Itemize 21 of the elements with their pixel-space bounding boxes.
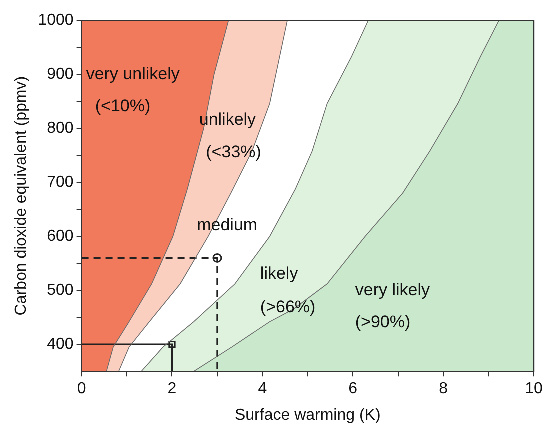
annotation: very unlikely xyxy=(86,64,180,84)
y-tick-label: 500 xyxy=(47,282,74,300)
annotation: unlikely xyxy=(199,110,257,130)
x-tick-label: 6 xyxy=(348,380,358,398)
y-tick-label: 400 xyxy=(47,336,74,354)
x-tick-label: 10 xyxy=(525,380,543,398)
x-tick-label: 4 xyxy=(258,380,268,398)
y-tick-label: 700 xyxy=(47,174,74,192)
y-tick-label: 1000 xyxy=(38,12,74,30)
annotation: (>90%) xyxy=(355,312,411,332)
x-tick-label: 0 xyxy=(77,380,86,398)
y-axis-title: Carbon dioxide equivalent (ppmv) xyxy=(13,76,30,316)
annotation: very likely xyxy=(355,280,431,300)
annotation: (<10%) xyxy=(95,96,151,116)
x-tick-label: 8 xyxy=(439,380,448,398)
annotation: likely xyxy=(260,264,299,284)
y-tick-label: 600 xyxy=(47,228,74,246)
x-axis-title: Surface warming (K) xyxy=(234,406,381,424)
x-tick-label: 2 xyxy=(168,380,177,398)
y-tick-label: 800 xyxy=(47,120,74,138)
y-tick-label: 900 xyxy=(47,66,74,84)
